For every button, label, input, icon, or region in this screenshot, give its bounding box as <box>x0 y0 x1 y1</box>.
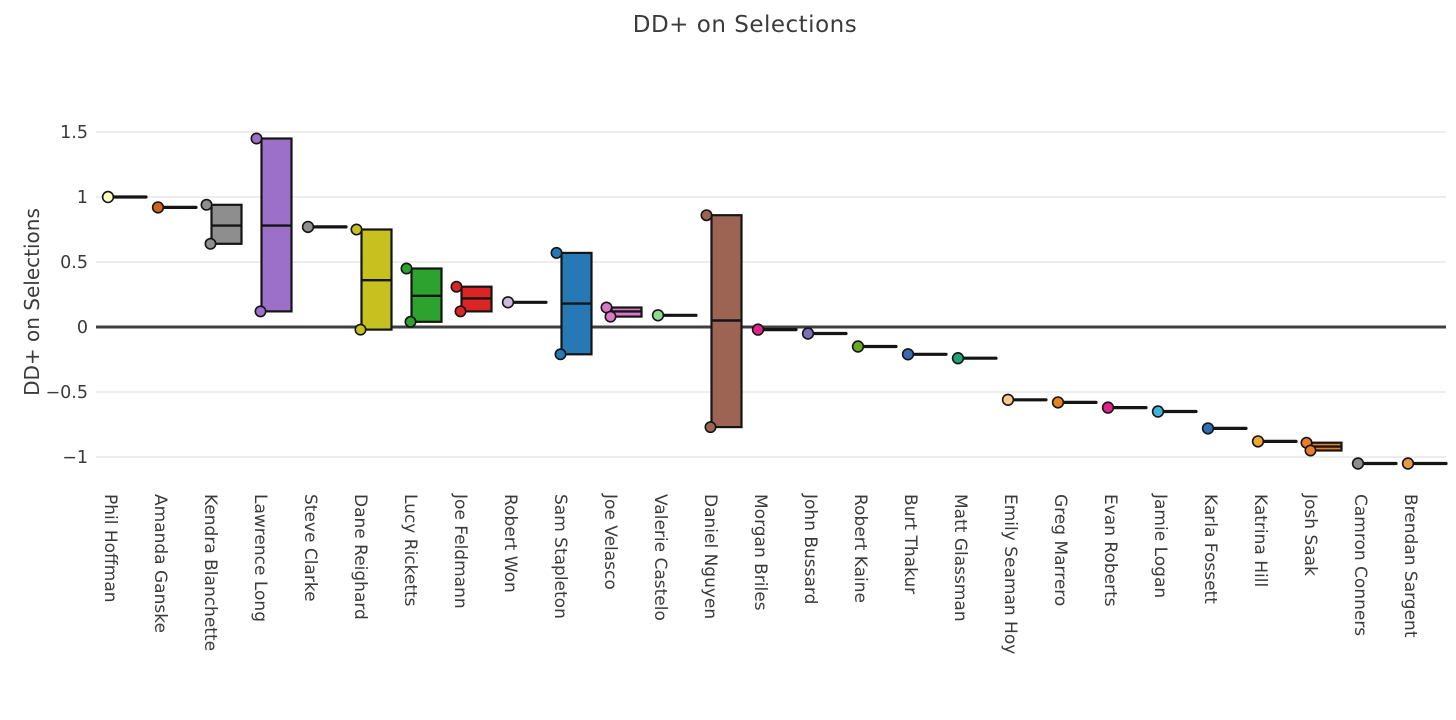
y-tick-label: 0.5 <box>60 253 88 273</box>
x-tick-label: Evan Roberts <box>1100 494 1120 607</box>
chart-entry <box>600 301 643 323</box>
x-tick-label: Brendan Sargent <box>1400 494 1420 638</box>
x-tick-label: Josh Saak <box>1300 493 1320 576</box>
chart-entry <box>1151 405 1198 418</box>
low-marker <box>354 323 367 336</box>
y-tick-label: 1.5 <box>60 123 88 143</box>
box <box>210 203 243 245</box>
chart-entry <box>1051 396 1098 409</box>
x-tick-label: Morgan Briles <box>750 494 770 611</box>
x-tick-label: Dane Reighard <box>350 494 370 620</box>
x-tick-label: Camron Conners <box>1350 494 1370 636</box>
high-marker <box>450 280 463 293</box>
x-tick-label: Emily Seaman Hoy <box>1000 494 1020 654</box>
point-marker <box>1401 457 1415 470</box>
chart-entry <box>200 198 243 250</box>
chart-entry <box>1300 436 1343 457</box>
chart-entry <box>101 190 148 204</box>
chart-entry <box>400 262 443 328</box>
chart-entry <box>250 132 293 318</box>
low-marker <box>254 305 267 318</box>
point-marker <box>1201 422 1215 435</box>
low-marker <box>704 421 717 434</box>
chart-entry <box>501 296 548 309</box>
point-marker <box>151 201 165 214</box>
point-marker <box>751 323 765 336</box>
x-tick-label: Kendra Blanchette <box>200 494 220 651</box>
y-axis-label: DD+ on Selections <box>20 208 44 396</box>
chart-entry <box>1201 422 1248 435</box>
x-tick-label: Lucy Ricketts <box>400 494 420 607</box>
x-tick-label: Daniel Nguyen <box>700 494 720 619</box>
point-marker <box>951 352 965 365</box>
chart-entry <box>751 323 798 336</box>
chart-entry <box>550 246 593 361</box>
x-tick-label: Karla Fossett <box>1200 494 1220 604</box>
high-marker <box>400 262 413 275</box>
point-marker <box>801 327 815 340</box>
x-tick-label: Katrina Hill <box>1250 494 1270 587</box>
low-marker <box>204 237 217 250</box>
high-marker <box>700 209 713 222</box>
high-marker <box>250 132 263 145</box>
x-tick-label: Joe Feldmann <box>450 493 470 609</box>
x-tick-label: Phil Hoffman <box>100 494 120 603</box>
x-tick-label: Jamie Logan <box>1150 493 1170 598</box>
point-marker <box>901 348 915 361</box>
y-tick-label: 0 <box>77 318 88 338</box>
x-tick-label: Matt Glassman <box>950 494 970 622</box>
chart-entry <box>1251 435 1298 448</box>
x-tick-label: Greg Marrero <box>1050 494 1070 606</box>
chart-entry <box>951 352 998 365</box>
chart-entry <box>1101 401 1148 414</box>
chart-entry <box>801 327 848 340</box>
high-marker <box>550 246 563 259</box>
y-tick-label: −1 <box>62 448 88 468</box>
high-marker <box>200 198 213 211</box>
y-tick-label: −0.5 <box>46 383 89 403</box>
x-tick-label: John Bussard <box>800 493 820 604</box>
point-marker <box>301 220 315 234</box>
chart-entry <box>151 201 198 214</box>
chart-entry <box>350 223 393 336</box>
y-tick-label: 1 <box>77 188 88 208</box>
x-tick-label: Burt Thakur <box>900 494 920 594</box>
x-tick-label: Robert Won <box>500 494 520 593</box>
point-marker <box>101 190 115 204</box>
high-marker <box>350 223 363 236</box>
x-tick-label: Valerie Castelo <box>650 494 670 621</box>
x-tick-label: Steve Clarke <box>300 494 320 602</box>
low-marker <box>604 310 617 323</box>
point-marker <box>651 309 665 322</box>
chart-entry <box>851 340 898 353</box>
point-marker <box>1251 435 1265 448</box>
point-marker <box>1151 405 1165 418</box>
x-tick-label: Lawrence Long <box>250 494 270 622</box>
chart-entry <box>651 309 698 322</box>
point-marker <box>1351 457 1365 470</box>
point-marker <box>851 340 865 353</box>
x-tick-label: Joe Velasco <box>600 493 620 590</box>
x-tick-label: Amanda Ganske <box>150 494 170 633</box>
chart-entry <box>901 348 948 361</box>
chart-entry <box>450 280 493 318</box>
chart-entry <box>1401 457 1448 470</box>
chart-entry <box>1351 457 1398 470</box>
low-marker <box>554 348 567 361</box>
chart-title: DD+ on Selections <box>632 12 858 38</box>
chart-entry <box>700 209 743 434</box>
point-marker <box>1101 401 1115 414</box>
point-marker <box>1051 396 1065 409</box>
point-marker <box>1001 393 1015 406</box>
low-marker <box>454 305 467 318</box>
x-tick-label: Robert Kaine <box>850 494 870 603</box>
low-marker <box>1304 444 1317 457</box>
x-tick-label: Sam Stapleton <box>550 494 570 619</box>
chart-entry <box>301 220 348 234</box>
low-marker <box>404 315 417 328</box>
point-marker <box>501 296 515 309</box>
chart-entry <box>1001 393 1048 406</box>
